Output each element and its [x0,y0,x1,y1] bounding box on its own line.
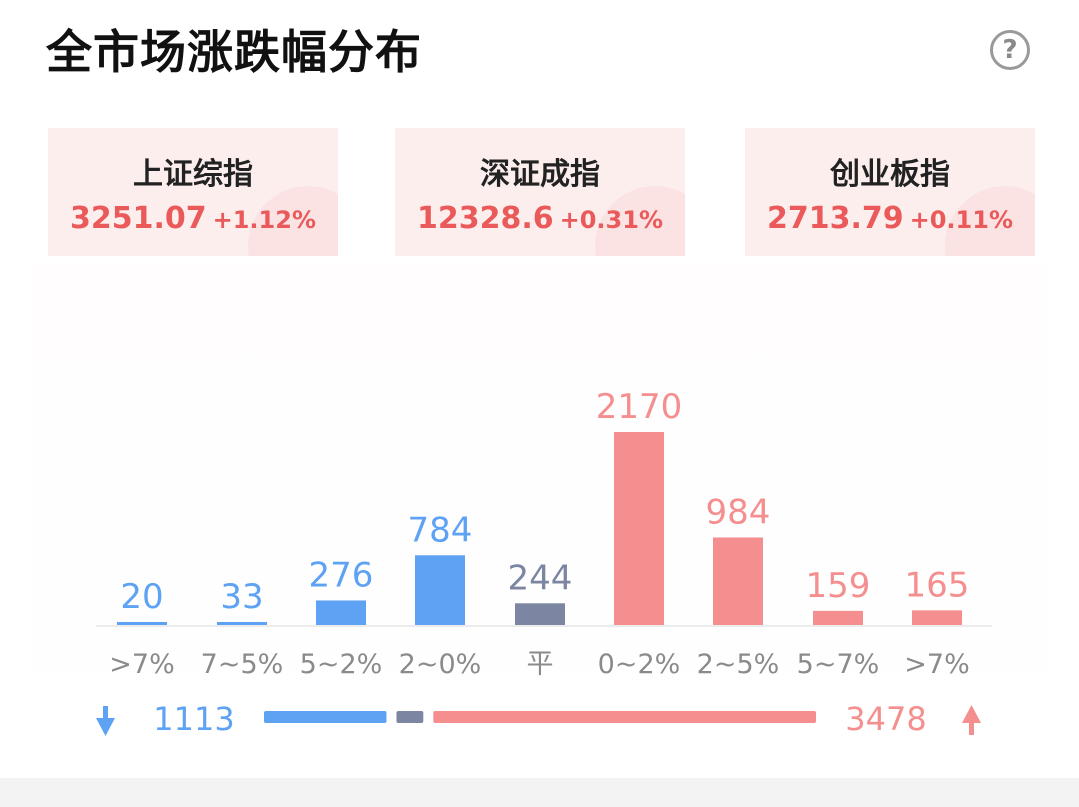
bar-8 [912,610,962,625]
footer-divider [0,778,1079,807]
category-label: >7% [109,649,174,680]
bar-value-label: 244 [508,558,573,598]
index-card-shanghai[interactable]: 上证综指 3251.07 +1.12% [48,128,338,256]
index-change: +0.31% [559,205,663,234]
category-label: >7% [904,649,969,680]
category-label: 0~2% [598,649,681,680]
bar-value-label: 784 [408,510,473,550]
bar-value-label: 159 [806,566,871,606]
bar-value-label: 276 [309,555,374,595]
bar-1 [217,622,267,625]
bar-5 [614,432,664,625]
index-card-shenzhen[interactable]: 深证成指 12328.6 +0.31% [395,128,685,256]
category-label: 平 [527,649,554,680]
index-name: 深证成指 [480,156,600,192]
index-name: 创业板指 [830,156,950,192]
bar-value-label: 2170 [596,387,683,427]
summary-bar-down [264,711,387,723]
category-label: 2~5% [697,649,780,680]
bar-3 [415,555,465,625]
category-label: 7~5% [201,649,284,680]
category-label: 5~7% [797,649,880,680]
summary-bar-up [433,711,816,723]
index-value: 3251.07 [69,200,207,236]
bar-0 [117,622,167,625]
category-label: 5~2% [300,649,383,680]
bar-2 [316,600,366,625]
bar-4 [515,603,565,625]
bar-value-label: 984 [706,492,771,532]
arrow-down-icon [96,706,115,736]
index-value: 2713.79 [766,200,904,236]
index-card-chinext[interactable]: 创业板指 2713.79 +0.11% [745,128,1035,256]
summary-bar-flat [396,711,424,723]
index-change: +0.11% [909,205,1013,234]
index-name: 上证综指 [133,156,253,192]
up-total: 3478 [845,700,926,738]
bar-value-label: 165 [905,565,970,605]
question-circle-icon[interactable]: ? [990,30,1030,70]
down-total: 1113 [153,700,234,738]
index-change: +1.12% [212,205,316,234]
chart-background [32,266,1048,766]
index-value: 12328.6 [416,200,554,236]
page-title: 全市场涨跌幅分布 [46,25,422,79]
bar-7 [813,610,863,625]
category-label: 2~0% [399,649,482,680]
bar-value-label: 20 [120,577,163,617]
arrow-up-icon [962,705,981,735]
bar-value-label: 33 [220,577,263,617]
bar-6 [713,537,763,625]
